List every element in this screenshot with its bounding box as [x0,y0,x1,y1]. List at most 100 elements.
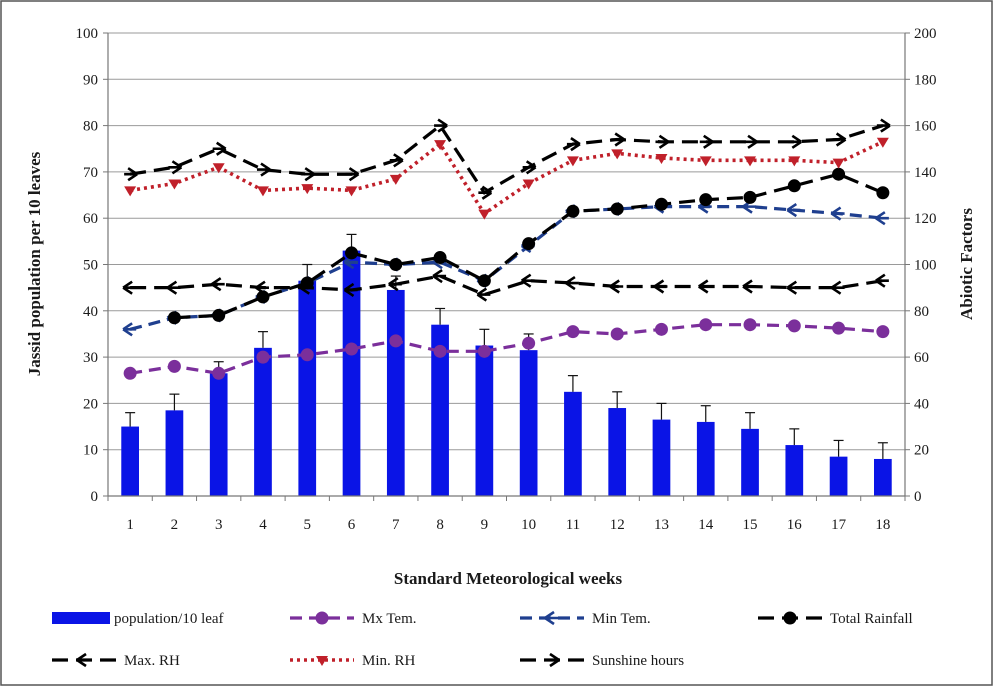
point-total-rainfall [433,251,447,265]
y-axis-left-title: Jassid population per 10 leaves [25,151,44,376]
y-left-tick-label: 90 [83,72,98,88]
point-mx-tem [167,359,181,373]
bar [741,428,759,496]
point-total-rainfall [743,190,757,204]
point-sunshine-hours [212,141,227,156]
point-min-tem [875,211,889,226]
point-total-rainfall [699,193,713,207]
point-total-rainfall [256,290,270,304]
point-total-rainfall [212,308,226,322]
legend-marker [783,611,797,625]
y-right-tick-label: 0 [914,489,922,505]
legend-marker [316,656,328,666]
point-sunshine-hours [168,160,183,175]
x-tick-label: 17 [831,517,847,533]
point-mx-tem [699,318,713,332]
x-tick-label: 2 [171,517,179,533]
y-left-tick-label: 0 [91,489,99,505]
x-tick-label: 10 [521,517,536,533]
point-min-rh [522,179,535,190]
point-max-rh [210,277,225,292]
point-mx-tem [610,327,624,341]
point-sunshine-hours [256,162,271,177]
point-min-tem [786,203,801,218]
y-left-tick-label: 60 [83,211,98,227]
point-mx-tem [123,366,137,380]
point-max-rh [698,279,712,294]
bar [652,419,671,496]
point-mx-tem [566,325,580,339]
line-min-rh [129,140,884,217]
point-min-rh [478,209,491,220]
point-sunshine-hours [655,134,670,149]
x-tick-label: 7 [392,517,400,533]
x-tick-label: 18 [875,517,890,533]
point-max-rh [520,273,535,288]
bar [829,456,848,496]
point-mx-tem [300,348,314,362]
legend-label: Min. RH [362,653,416,669]
point-max-rh [255,280,269,295]
point-sunshine-hours [389,153,404,168]
bar [475,345,494,496]
bar [519,350,538,496]
legend-marker [544,610,558,626]
point-mx-tem [477,344,491,358]
y-right-tick-label: 80 [914,304,929,320]
y-right-tick-label: 160 [914,119,937,135]
point-mx-tem [787,319,801,333]
point-min-rh [655,154,668,165]
x-tick-label: 13 [654,517,669,533]
legend-label: Total Rainfall [830,611,913,627]
point-min-rh [124,186,137,197]
point-max-rh [565,275,579,291]
x-axis-title: Standard Meteorological weeks [394,569,623,588]
point-mx-tem [389,334,403,348]
point-min-rh [566,156,579,167]
bar [608,408,627,496]
point-sunshine-hours [566,137,581,152]
point-total-rainfall [876,186,890,200]
point-mx-tem [212,366,226,380]
point-min-rh [301,184,314,195]
y-left-tick-label: 50 [83,258,98,274]
y-left-tick-label: 20 [83,396,98,412]
point-sunshine-hours [345,167,360,182]
point-total-rainfall [832,167,846,181]
point-mx-tem [256,350,270,364]
point-min-rh [788,156,801,167]
legend: population/10 leaf Mx Tem. Min Tem. Total R… [52,610,913,669]
y-axis-right-title: Abiotic Factors [957,208,976,320]
bar-series [121,250,892,496]
line-mx-tem [129,323,883,375]
point-total-rainfall [345,246,359,260]
legend-label: Max. RH [124,653,180,669]
point-sunshine-hours [301,167,315,182]
line-sunshine-hours [129,123,884,195]
point-total-rainfall [787,179,801,193]
point-total-rainfall [389,258,403,271]
legend-label: Min Tem. [592,611,651,627]
point-min-rh [168,179,181,190]
point-sunshine-hours [744,134,758,149]
point-max-rh [609,279,624,294]
point-min-tem [830,206,845,221]
point-mx-tem [876,325,890,339]
bar [386,289,405,496]
point-max-rh [388,277,402,292]
bar [209,373,228,496]
point-mx-tem [345,342,359,356]
y-right-tick-label: 20 [914,443,929,459]
x-tick-label: 9 [481,517,489,533]
point-mx-tem [832,321,846,335]
bar [785,445,804,496]
axes: 0 10 20 30 40 50 60 70 80 90 100 0 20 40 60 80 100 120 140… [76,26,937,533]
point-min-rh [744,156,757,167]
x-tick-label: 1 [126,517,134,533]
bar [564,391,582,496]
x-tick-label: 11 [566,517,580,533]
bar [121,426,139,496]
